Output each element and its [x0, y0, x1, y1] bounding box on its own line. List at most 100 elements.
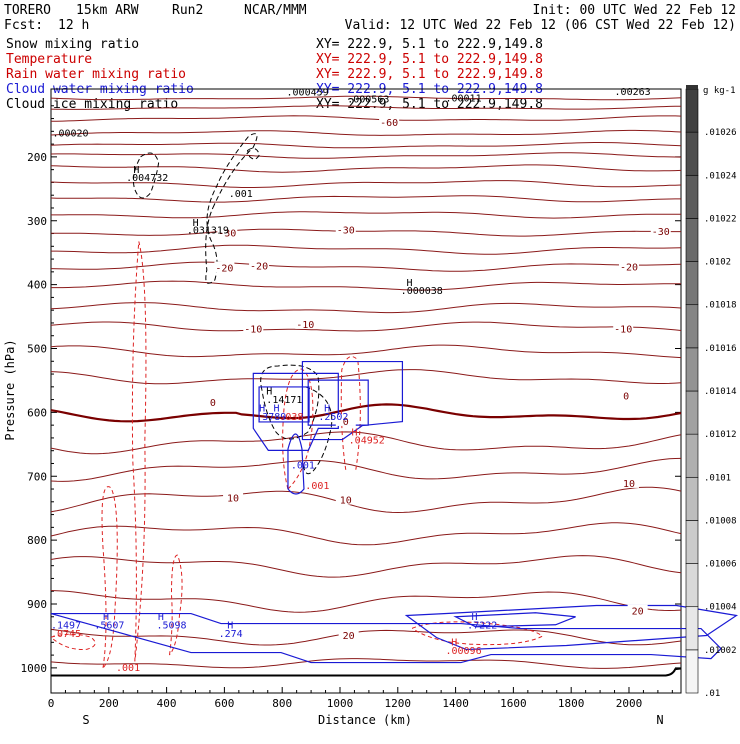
- x-axis-label: Distance (km): [318, 713, 412, 727]
- colorbar-tick-label: .01: [704, 689, 720, 699]
- temperature-contour-label: -20: [620, 262, 638, 273]
- extremum-value-label: .1497: [51, 620, 81, 631]
- temperature-contour: [50, 261, 682, 272]
- forecast-hours: 12 h: [58, 18, 89, 33]
- model-resolution: 15km ARW: [76, 3, 139, 18]
- temperature-contour-label: -20: [250, 262, 268, 273]
- y-tick-label: 900: [27, 598, 47, 611]
- plot-frame: [50, 88, 682, 694]
- colorbar-tick-label: .01024: [704, 171, 737, 181]
- temperature-label-bg: [627, 604, 648, 616]
- temperature-contour: [50, 164, 682, 173]
- temperature-label-bg: [249, 259, 270, 271]
- extremum-value-label: .000563: [347, 95, 389, 106]
- temperature-contour: [51, 211, 682, 219]
- field-xy-snow: XY= 222.9, 5.1 to 222.9,149.8: [316, 37, 543, 52]
- temperature-label-bg: [214, 261, 235, 273]
- temperature-label-bg: [335, 223, 356, 235]
- y-tick-label: 600: [27, 406, 47, 419]
- colorbar-tick-label: .01016: [704, 344, 737, 354]
- temperature-label-bg: [217, 226, 238, 238]
- rain-contour: [101, 486, 118, 669]
- temperature-label-bg: [613, 322, 634, 334]
- temperature-contour: [50, 115, 682, 122]
- high-marker: H: [158, 612, 164, 623]
- extremum-value-label: .04952: [349, 436, 385, 447]
- high-marker: H: [406, 278, 412, 289]
- y-axis-label: Pressure (hPa): [3, 339, 17, 440]
- temperature-label-bg: [338, 628, 359, 640]
- extremum-value-label: .001: [305, 481, 329, 492]
- temperature-contour: [50, 321, 682, 332]
- temperature-label-bg: [223, 491, 244, 503]
- extremum-value-label: .001: [291, 461, 315, 472]
- snow-contour: [132, 152, 160, 199]
- temperature-contour: [50, 369, 682, 385]
- extremum-value-label: .3789: [256, 412, 286, 423]
- cloud-water-contour: [404, 604, 739, 651]
- colorbar-swatch: [685, 347, 699, 392]
- colorbar-tick-label: .01026: [704, 128, 737, 138]
- header: TORERO 15km ARW Run2 NCAR/MMM Init: 00 U…: [4, 3, 736, 33]
- snow-contour: [246, 147, 261, 160]
- x-tick-label: 1400: [442, 697, 469, 710]
- x-tick-label: 600: [214, 697, 234, 710]
- temperature-contour: [51, 244, 682, 255]
- temperature-contour: [50, 522, 682, 546]
- x-end-label-north: N: [656, 713, 663, 727]
- colorbar-tick-label: .01014: [704, 387, 737, 397]
- extremum-value-label: .00263: [615, 87, 651, 98]
- temperature-contour-label: -20: [215, 264, 233, 275]
- colorbar-tick-label: .01006: [704, 560, 737, 570]
- colorbar-tick-label: .01018: [704, 301, 737, 311]
- y-tick-label: 700: [27, 470, 47, 483]
- field-label-snow: Snow mixing ratio: [6, 37, 139, 52]
- temperature-contour: [50, 302, 682, 314]
- field-xy-rain: XY= 222.9, 5.1 to 222.9,149.8: [316, 67, 543, 82]
- extremum-value-label: .5607: [94, 620, 124, 631]
- temperature-contour: [50, 628, 682, 646]
- colorbar-tick-label: .0102: [704, 258, 731, 268]
- temperature-contour: [50, 658, 682, 669]
- temperature-contour-label: 0: [343, 417, 349, 428]
- cloud-water-contour: [453, 612, 576, 628]
- snow-contour: [260, 364, 320, 440]
- temperature-contour: [50, 590, 682, 613]
- colorbar-swatch: [685, 88, 699, 133]
- cloud-water-contour: [252, 372, 339, 451]
- colorbar-tick-label: .01012: [704, 430, 737, 440]
- temperature-label-bg: [202, 395, 223, 407]
- temperature-contour-label: -30: [337, 225, 355, 236]
- init-time: Init: 00 UTC Wed 22 Feb 12: [533, 3, 737, 18]
- x-tick-label: 1000: [327, 697, 354, 710]
- cloud-water-contour: [301, 360, 404, 441]
- temperature-contour: [51, 228, 681, 237]
- extremum-value-label: .001: [116, 663, 140, 674]
- extremum-value-label: .0745: [51, 629, 81, 640]
- extremum-value-label: .00096: [445, 646, 481, 657]
- model-source: NCAR/MMM: [244, 3, 307, 18]
- high-marker: H: [352, 427, 358, 438]
- rain-contour: [340, 356, 361, 470]
- high-marker: H: [471, 612, 477, 623]
- colorbar-swatch: [685, 606, 699, 651]
- temperature-contour-label: 10: [340, 496, 352, 507]
- y-tick-label: 1000: [21, 662, 48, 675]
- colorbar-swatch: [685, 563, 699, 608]
- extremum-value-label: .00020: [52, 128, 88, 139]
- snow-contour: [205, 133, 258, 284]
- temperature-contour: [50, 129, 682, 136]
- high-marker: H: [451, 638, 457, 649]
- ground-surface: [51, 667, 682, 677]
- extremum-value-label: .5098: [156, 620, 186, 631]
- field-xy-temperature: XY= 222.9, 5.1 to 222.9,149.8: [316, 52, 543, 67]
- temperature-contour: [50, 152, 682, 159]
- temperature-label-bg: [618, 260, 639, 272]
- colorbar-tick-label: .01002: [704, 646, 737, 656]
- extremum-value-label: .031319: [187, 226, 229, 237]
- snow-contour: [302, 386, 333, 475]
- extremum-value-label: .00011: [445, 93, 481, 104]
- x-tick-label: 2000: [616, 697, 643, 710]
- colorbar-unit: g kg-1: [703, 86, 736, 96]
